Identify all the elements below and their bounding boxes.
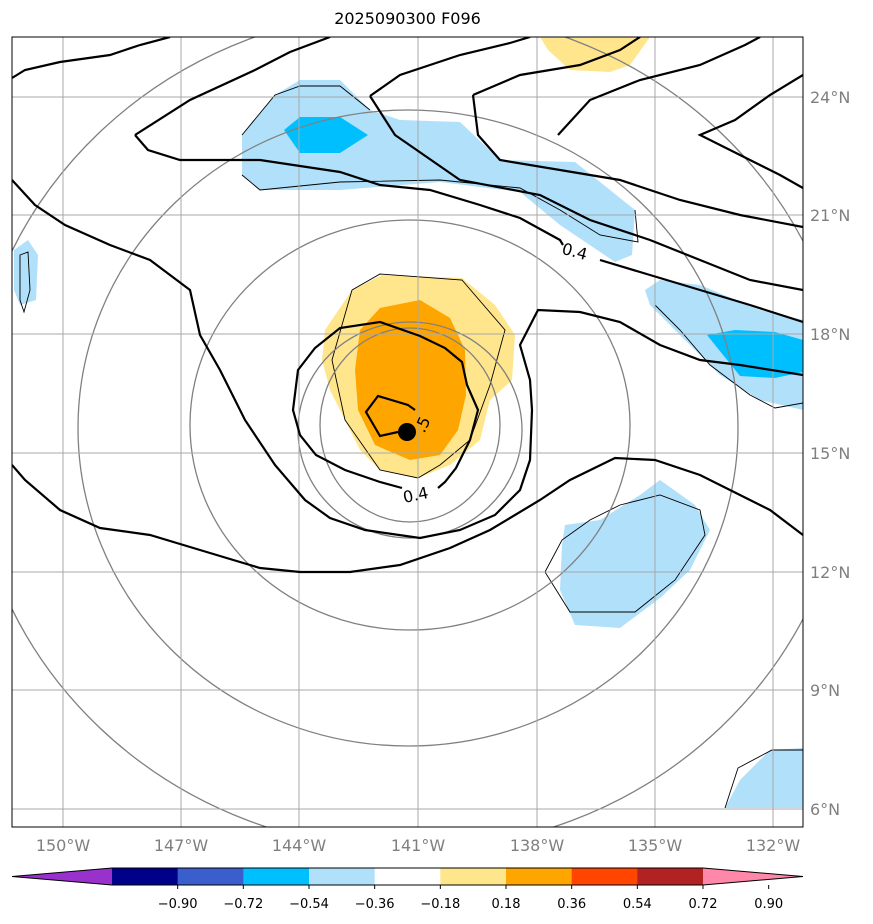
lat-label: 6°N bbox=[810, 800, 840, 819]
colorbar-segment bbox=[506, 868, 573, 885]
lon-label: 135°W bbox=[628, 836, 683, 855]
colorbar-segment bbox=[440, 868, 507, 885]
colorbar-extension-low bbox=[12, 868, 112, 885]
colorbar-tick-label: 0.72 bbox=[689, 897, 718, 912]
contour-label: 0.4 bbox=[401, 483, 430, 507]
storm-center-marker bbox=[398, 423, 416, 441]
lat-label: 15°N bbox=[810, 444, 850, 463]
colorbar-tick-label: 0.90 bbox=[754, 897, 783, 912]
colorbar-tick-label: −0.72 bbox=[223, 897, 263, 912]
colorbar-tick-label: −0.18 bbox=[420, 897, 460, 912]
colorbar-segment bbox=[112, 868, 179, 885]
graticule bbox=[12, 37, 803, 827]
map-frame bbox=[11, 36, 804, 828]
colorbar-segment bbox=[177, 868, 244, 885]
lon-label: 138°W bbox=[510, 836, 565, 855]
lat-label: 12°N bbox=[810, 563, 850, 582]
lat-label: 21°N bbox=[810, 206, 850, 225]
colorbar-segment bbox=[571, 868, 638, 885]
lat-label: 24°N bbox=[810, 88, 850, 107]
lon-label: 132°W bbox=[746, 836, 801, 855]
colorbar-outline bbox=[11, 867, 804, 886]
map-plot-area: 0.4 0.4 .5 bbox=[12, 37, 803, 827]
thick-contours bbox=[12, 37, 803, 574]
colorbar-segment bbox=[374, 868, 441, 885]
map-title: 2025090300 F096 bbox=[334, 9, 481, 28]
lon-label: 144°W bbox=[272, 836, 327, 855]
lon-label: 147°W bbox=[154, 836, 209, 855]
colorbar-tick-label: −0.90 bbox=[158, 897, 198, 912]
colorbar-segment bbox=[309, 868, 376, 885]
colorbar-tick-label: −0.36 bbox=[355, 897, 395, 912]
colorbar-tick-label: 0.36 bbox=[557, 897, 586, 912]
lon-label: 141°W bbox=[391, 836, 446, 855]
longitude-labels: 150°W 147°W 144°W 141°W 138°W 135°W 132°… bbox=[36, 836, 801, 855]
contour-label: 0.4 bbox=[560, 239, 590, 264]
positive-anomaly-areas bbox=[322, 37, 650, 478]
range-circles bbox=[12, 37, 803, 827]
lon-label: 150°W bbox=[36, 836, 91, 855]
lat-label: 18°N bbox=[810, 325, 850, 344]
colorbar-extension-high bbox=[703, 868, 803, 885]
lat-label: 9°N bbox=[810, 681, 840, 700]
colorbar: −0.90 −0.72 −0.54 −0.36 −0.18 0.18 0.36 0.54 0.7… bbox=[11, 867, 804, 912]
colorbar-segment bbox=[243, 868, 310, 885]
latitude-labels: 24°N 21°N 18°N 15°N 12°N 9°N 6°N bbox=[810, 88, 850, 819]
colorbar-tick-label: −0.54 bbox=[289, 897, 329, 912]
colorbar-tick-label: 0.18 bbox=[492, 897, 521, 912]
colorbar-segment bbox=[637, 868, 704, 885]
contour-label: .5 bbox=[411, 414, 435, 436]
colorbar-tick-label: 0.54 bbox=[623, 897, 652, 912]
